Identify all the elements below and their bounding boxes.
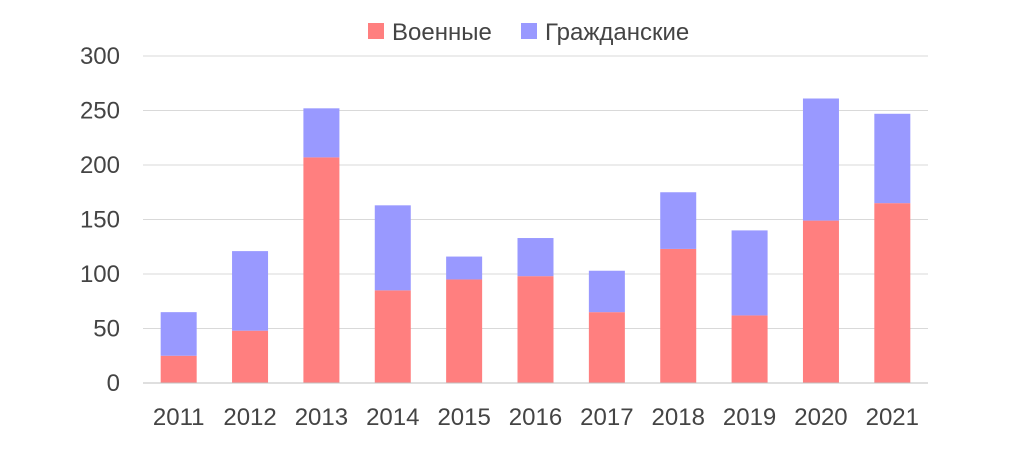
bar-military-2016 bbox=[517, 276, 554, 383]
y-tick-label: 300 bbox=[80, 43, 120, 70]
bar-civil-2014 bbox=[374, 205, 411, 291]
y-tick-label: 0 bbox=[107, 370, 120, 397]
legend-swatch-civil bbox=[521, 23, 537, 39]
bar-military-2019 bbox=[731, 315, 768, 383]
x-tick-label: 2013 bbox=[295, 404, 348, 431]
bar-military-2011 bbox=[160, 355, 197, 383]
x-tick-label: 2017 bbox=[580, 404, 633, 431]
x-tick-label: 2020 bbox=[794, 404, 847, 431]
legend-swatch-military bbox=[368, 23, 384, 39]
bar-military-2017 bbox=[588, 312, 625, 383]
x-tick-label: 2014 bbox=[366, 404, 419, 431]
bar-civil-2013 bbox=[303, 108, 340, 158]
x-tick-label: 2021 bbox=[866, 404, 919, 431]
bar-civil-2017 bbox=[588, 270, 625, 313]
y-tick-label: 50 bbox=[93, 316, 120, 343]
x-tick-label: 2018 bbox=[652, 404, 705, 431]
x-tick-label: 2016 bbox=[509, 404, 562, 431]
bar-military-2012 bbox=[232, 330, 269, 383]
x-tick-label: 2015 bbox=[437, 404, 490, 431]
x-tick-label: 2011 bbox=[153, 404, 205, 431]
bar-civil-2016 bbox=[517, 238, 554, 277]
x-tick-label: 2019 bbox=[723, 404, 776, 431]
legend-label-civil: Гражданские bbox=[545, 19, 689, 46]
bar-military-2020 bbox=[802, 220, 839, 383]
legend-label-military: Военные bbox=[392, 19, 492, 46]
y-tick-label: 150 bbox=[80, 207, 120, 234]
bar-civil-2011 bbox=[160, 312, 197, 356]
bar-civil-2018 bbox=[660, 192, 697, 249]
bar-civil-2019 bbox=[731, 230, 768, 316]
bar-military-2013 bbox=[303, 157, 340, 383]
bar-civil-2021 bbox=[874, 113, 911, 204]
y-tick-label: 250 bbox=[80, 98, 120, 125]
chart-bars bbox=[160, 98, 911, 383]
y-tick-label: 200 bbox=[80, 152, 120, 179]
bar-civil-2015 bbox=[446, 256, 483, 280]
bar-military-2015 bbox=[446, 279, 483, 383]
bar-military-2018 bbox=[660, 248, 697, 383]
chart-grid bbox=[143, 55, 928, 329]
x-axis-ticks: 2011 2012 2013 2014 2015 2016 2017 2018 2019 2020… bbox=[153, 404, 919, 431]
bar-civil-2020 bbox=[802, 98, 839, 221]
bar-civil-2012 bbox=[232, 251, 269, 331]
bar-military-2014 bbox=[374, 290, 411, 383]
bar-military-2021 bbox=[874, 203, 911, 383]
x-tick-label: 2012 bbox=[223, 404, 276, 431]
chart-legend: Военные Гражданские bbox=[368, 19, 689, 46]
y-axis-ticks: 0 50 100 150 200 250 300 bbox=[80, 43, 120, 397]
y-tick-label: 100 bbox=[80, 261, 120, 288]
